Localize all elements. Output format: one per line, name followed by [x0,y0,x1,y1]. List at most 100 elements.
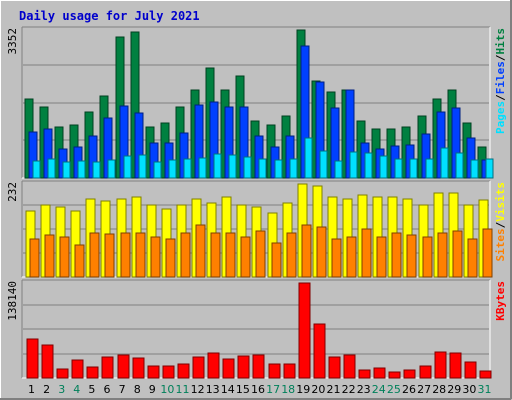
x-tick-label: 12 [191,383,205,396]
bar-pages-day-21 [334,160,343,179]
panel-kbytes: 138140 KBytes [6,279,507,379]
bar-pages-day-22 [349,151,358,179]
bar-sites-day-26 [406,234,417,278]
bar-sites-day-20 [316,226,327,278]
bar-sites-day-22 [346,236,357,278]
bar-pages-day-13 [213,153,222,179]
bar-sites-day-19 [301,224,312,278]
x-tick-label: 11 [176,383,190,396]
bar-sites-day-4 [74,244,85,278]
x-tick-label: 17 [266,383,280,396]
bar-pages-day-26 [409,158,418,179]
x-tick-label: 9 [149,383,156,396]
bar-kbytes-day-31 [479,370,492,379]
legend-entry: KBytes [494,281,507,321]
panel-legend: Pages/Files/Hits [494,28,507,134]
legend-entry: Sites [494,228,507,261]
x-tick-label: 21 [327,383,341,396]
x-tick-label: 24 [372,383,386,396]
bar-kbytes-day-5 [86,366,99,379]
bar-kbytes-day-12 [192,356,205,379]
bar-sites-day-23 [361,228,372,278]
bar-pages-day-24 [379,155,388,179]
bar-sites-day-16 [255,230,266,278]
bar-sites-day-10 [165,238,176,278]
bar-pages-day-14 [228,154,237,179]
y-max-label: 3352 [6,28,19,55]
bar-sites-day-12 [195,224,206,278]
bar-pages-day-23 [364,152,373,179]
x-tick-label: 16 [251,383,265,396]
bar-pages-day-9 [153,161,162,179]
x-axis-day-labels: 1 2 3 4 5 6 7 8 9 10 11 12 13 14 15 16 17 18 19 20 21 22 23 24 2… [28,383,492,396]
bar-pages-day-25 [394,158,403,179]
bar-pages-day-28 [440,147,449,179]
bar-pages-day-16 [258,158,267,179]
legend-entry: Files [494,61,507,94]
legend-entry: Pages [494,101,507,134]
bar-pages-day-19 [304,137,313,179]
bar-pages-day-18 [289,158,298,179]
bar-kbytes-day-13 [207,352,220,379]
bar-sites-day-11 [180,232,191,278]
legend-entry: / [494,94,507,101]
bar-sites-day-17 [271,242,282,278]
bar-kbytes-day-28 [434,351,447,379]
x-tick-label: 18 [281,383,295,396]
x-tick-label: 20 [311,383,325,396]
x-tick-label: 23 [357,383,371,396]
y-max-label: 232 [6,182,19,202]
x-tick-label: 10 [160,383,174,396]
panel-visits-sites: 232 Sites/Visits [6,180,507,278]
bar-kbytes-day-17 [268,363,281,379]
bar-kbytes-day-15 [237,355,250,379]
bar-pages-day-20 [319,150,328,179]
x-tick-label: 13 [206,383,220,396]
bar-pages-day-12 [198,157,207,179]
bar-kbytes-day-2 [41,344,54,379]
bar-kbytes-day-8 [132,357,145,379]
x-tick-label: 15 [236,383,250,396]
bar-sites-day-3 [59,236,70,278]
x-tick-label: 19 [296,383,310,396]
y-max-label: 138140 [6,281,19,321]
bar-kbytes-day-22 [343,354,356,379]
bar-sites-day-15 [240,236,251,278]
bar-sites-day-25 [391,232,402,278]
legend-entry: / [494,221,507,228]
x-tick-label: 27 [417,383,431,396]
bar-kbytes-day-18 [283,363,296,379]
legend-entry: Hits [494,28,507,55]
bar-pages-day-17 [274,159,283,179]
bar-kbytes-day-10 [162,365,175,379]
bar-pages-day-3 [62,161,71,179]
x-tick-label: 5 [88,383,95,396]
bar-kbytes-day-3 [56,368,69,379]
x-tick-label: 22 [342,383,356,396]
bar-pages-day-27 [425,158,434,179]
bar-kbytes-day-4 [71,359,84,379]
bar-kbytes-day-6 [101,356,114,379]
x-tick-label: 2 [43,383,50,396]
bar-sites-day-14 [225,232,236,278]
x-tick-label: 3 [58,383,65,396]
bar-kbytes-day-26 [403,369,416,379]
bar-pages-day-8 [138,154,147,179]
x-tick-label: 31 [478,383,492,396]
bar-kbytes-day-23 [358,369,371,379]
x-tick-label: 8 [134,383,141,396]
bar-sites-day-8 [135,232,146,278]
bar-sites-day-21 [331,238,342,278]
bar-kbytes-day-19 [298,282,311,379]
bar-sites-day-2 [44,234,55,278]
x-tick-label: 6 [104,383,111,396]
x-tick-label: 7 [119,383,126,396]
bar-pages-day-6 [107,159,116,179]
bar-kbytes-day-7 [117,354,130,379]
x-tick-label: 28 [432,383,446,396]
bar-sites-day-18 [286,232,297,278]
bar-pages-day-2 [47,158,56,179]
bar-sites-day-13 [210,232,221,278]
x-tick-label: 30 [462,383,476,396]
x-tick-label: 1 [28,383,35,396]
